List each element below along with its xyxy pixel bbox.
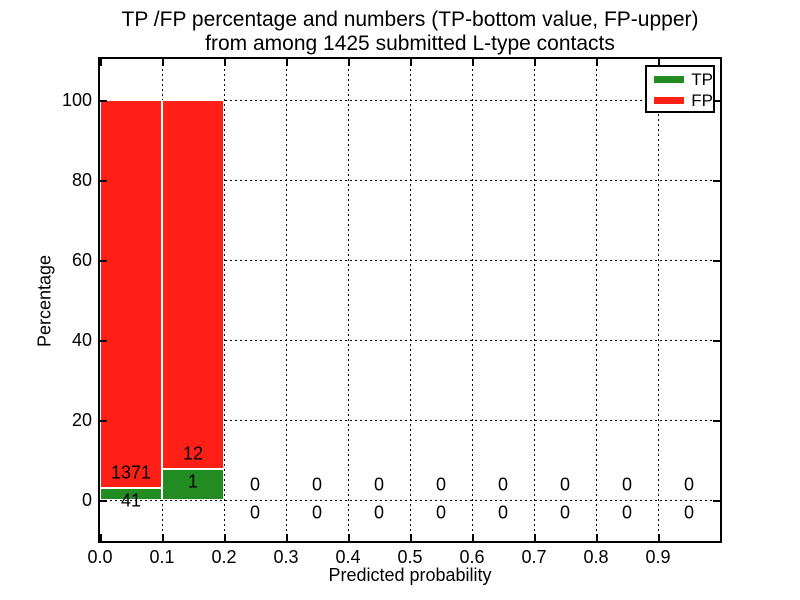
tp-count-label: 0 <box>683 502 695 523</box>
gridline-vertical <box>348 59 349 541</box>
fp-bar-segment <box>162 100 224 470</box>
x-tick-label: 0.2 <box>211 547 237 567</box>
y-tick-label: 100 <box>61 90 92 110</box>
x-tick-mark-bottom <box>100 534 102 541</box>
y-tick-mark-right <box>713 420 720 422</box>
tp-count-label: 1 <box>187 471 199 492</box>
y-tick-mark-right <box>713 340 720 342</box>
x-tick-label: 0.4 <box>335 547 361 567</box>
fp-count-label: 0 <box>559 474 571 495</box>
x-tick-mark-bottom <box>410 534 412 541</box>
plot-area: 1371 41 12 1 0 0 0 0 0 0 0 0 0 0 0 0 0 0 0 0 TP FP <box>98 57 722 543</box>
fp-count-label: 0 <box>373 474 385 495</box>
fp-count-label: 0 <box>249 474 261 495</box>
x-tick-label: 0.3 <box>273 547 299 567</box>
x-tick-label: 0.5 <box>397 547 423 567</box>
y-tick-mark-left <box>100 500 107 502</box>
fp-count-label: 12 <box>182 443 204 464</box>
gridline-vertical <box>286 59 287 541</box>
x-tick-label: 0.7 <box>521 547 547 567</box>
tp-count-label: 0 <box>311 502 323 523</box>
tp-count-label: 0 <box>435 502 447 523</box>
fp-count-label: 0 <box>497 474 509 495</box>
y-tick-label: 0 <box>81 490 92 510</box>
legend-item-fp: FP <box>647 90 713 111</box>
y-tick-mark-right <box>713 260 720 262</box>
y-tick-mark-right <box>713 100 720 102</box>
chart-title-line1: TP /FP percentage and numbers (TP-bottom… <box>121 8 699 31</box>
tp-legend-swatch <box>654 76 685 83</box>
fp-legend-swatch <box>654 97 685 104</box>
x-tick-mark-bottom <box>224 534 226 541</box>
x-tick-mark-bottom <box>596 534 598 541</box>
tp-count-label: 41 <box>120 490 142 511</box>
x-tick-mark-top <box>658 59 660 66</box>
x-tick-mark-top <box>472 59 474 66</box>
y-tick-label: 80 <box>71 170 92 190</box>
x-axis-label: Predicted probability <box>328 565 492 585</box>
x-tick-mark-bottom <box>348 534 350 541</box>
fp-legend-label: FP <box>691 91 713 110</box>
x-tick-label: 0.6 <box>459 547 485 567</box>
y-tick-mark-right <box>713 500 720 502</box>
tp-count-label: 0 <box>373 502 385 523</box>
x-tick-label: 0.0 <box>87 547 113 567</box>
x-tick-mark-bottom <box>472 534 474 541</box>
x-tick-mark-bottom <box>286 534 288 541</box>
legend-item-tp: TP <box>647 69 713 90</box>
legend: TP FP <box>645 65 715 113</box>
gridline-vertical <box>658 59 659 541</box>
y-tick-label: 20 <box>71 410 92 430</box>
fp-count-label: 0 <box>435 474 447 495</box>
x-tick-label: 0.1 <box>149 547 175 567</box>
y-tick-label: 60 <box>71 250 92 270</box>
tp-count-label: 0 <box>249 502 261 523</box>
fp-count-label: 0 <box>683 474 695 495</box>
y-tick-mark-left <box>100 420 107 422</box>
y-tick-mark-left <box>100 100 107 102</box>
tp-count-label: 0 <box>621 502 633 523</box>
tp-legend-label: TP <box>691 70 713 89</box>
y-tick-label: 40 <box>71 330 92 350</box>
fp-count-label: 1371 <box>110 462 152 483</box>
gridline-vertical <box>224 59 225 541</box>
tp-count-label: 0 <box>559 502 571 523</box>
y-tick-mark-left <box>100 260 107 262</box>
tp-bar-segment <box>100 488 162 500</box>
x-tick-mark-bottom <box>534 534 536 541</box>
tp-bar-segment <box>162 469 224 500</box>
x-tick-label: 0.9 <box>645 547 671 567</box>
chart-title: TP /FP percentage and numbers (TP-bottom… <box>90 8 730 56</box>
x-tick-mark-top <box>286 59 288 66</box>
x-tick-mark-top <box>596 59 598 66</box>
x-tick-label: 0.8 <box>583 547 609 567</box>
gridline-vertical <box>472 59 473 541</box>
fp-count-label: 0 <box>621 474 633 495</box>
x-tick-mark-top <box>100 59 102 66</box>
gridline-vertical <box>596 59 597 541</box>
x-tick-mark-top <box>534 59 536 66</box>
chart-title-line2: from among 1425 submitted L-type contact… <box>205 32 615 55</box>
y-tick-mark-left <box>100 180 107 182</box>
x-tick-mark-bottom <box>658 534 660 541</box>
x-tick-mark-top <box>348 59 350 66</box>
x-tick-mark-top <box>410 59 412 66</box>
y-tick-mark-right <box>713 180 720 182</box>
x-tick-mark-top <box>162 59 164 66</box>
fp-bar-segment <box>100 100 162 489</box>
x-tick-mark-bottom <box>162 534 164 541</box>
tp-count-label: 0 <box>497 502 509 523</box>
y-tick-mark-left <box>100 340 107 342</box>
fp-count-label: 0 <box>311 474 323 495</box>
gridline-vertical <box>410 59 411 541</box>
gridline-vertical <box>534 59 535 541</box>
x-tick-mark-top <box>224 59 226 66</box>
